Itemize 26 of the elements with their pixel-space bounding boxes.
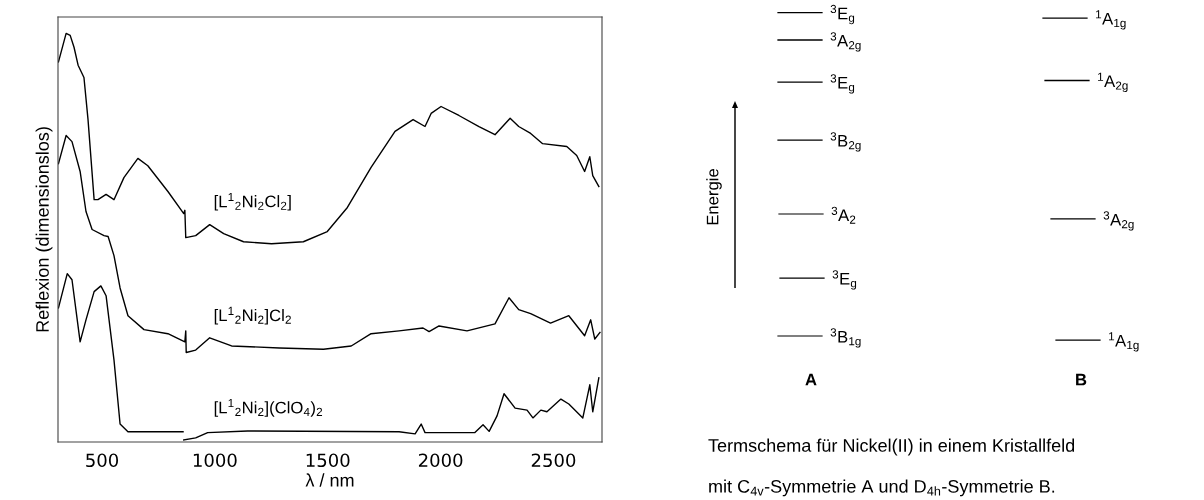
x-tick-label: 2500 — [531, 453, 576, 468]
text: $^{3}$B$_{2g}$ — [830, 132, 861, 152]
x-tick-label: 1000 — [193, 453, 237, 468]
text: $^{3}$B$_{1g}$ — [830, 328, 861, 348]
text: $^{3}$A$_{2}$ — [831, 206, 856, 224]
x-axis-title: λ / nm — [305, 473, 354, 487]
y-axis-title: Reflexion (dimensionslos) — [35, 127, 53, 332]
text: $^{1}$A$_{2g}$ — [1098, 72, 1128, 92]
text: mit C$_{4v}$-Symmetrie A und D$_{4h}$-Symmetrie B. — [709, 479, 1055, 497]
text: $^{3}$E$_{g}$ — [830, 4, 855, 25]
text: $^{3}$E$_{g}$ — [832, 270, 857, 290]
text: B — [1076, 373, 1087, 386]
x-tick-label: 500 — [86, 453, 119, 468]
x-tick-label: 1500 — [306, 453, 350, 468]
text: $^{1}$A$_{1g}$ — [1096, 10, 1126, 30]
text: $^{3}$E$_{g}$ — [830, 74, 855, 94]
series-label: [L$^{1}$$_{2}$Ni$_{2}$]Cl$_{2}$ — [214, 306, 291, 325]
series-label: [L$^{1}$$_{2}$Ni$_{2}$Cl$_{2}$] — [214, 192, 291, 211]
text: Energie — [706, 169, 722, 225]
text: [L$^{1}$$_{2}$Ni$_{2}$](ClO$_{4}$)$_{2}$ — [214, 399, 323, 417]
x-tick-label: 2000 — [418, 453, 463, 468]
text: Termschema für Nickel(II) in einem Kristallfeld — [708, 438, 1075, 456]
text: $^{1}$A$_{1g}$ — [1109, 332, 1139, 352]
text: A — [805, 373, 817, 386]
text: $^{3}$A$_{2g}$ — [1103, 211, 1134, 231]
text: $^{3}$A$_{2g}$ — [830, 32, 861, 52]
